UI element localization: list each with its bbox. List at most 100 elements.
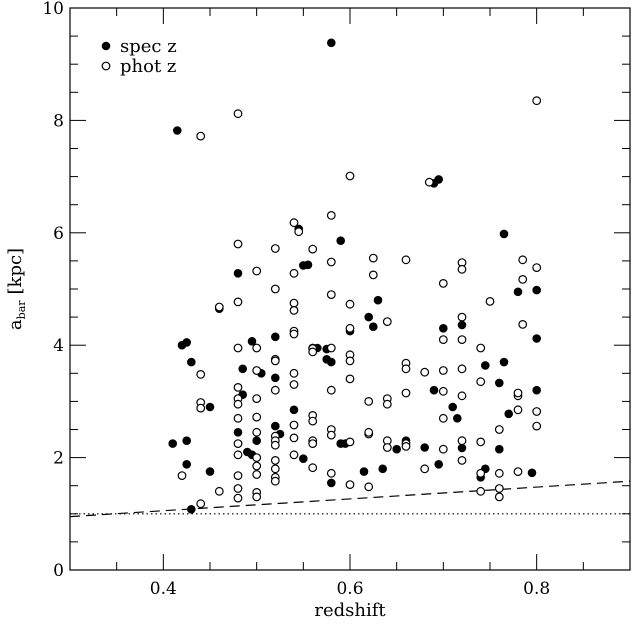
phot-z-point — [326, 343, 336, 353]
spec-z-point — [327, 38, 336, 48]
phot-z-point — [532, 421, 542, 431]
phot-z-point — [326, 210, 336, 220]
spec-z-point — [299, 261, 308, 270]
phot-z-point — [233, 439, 243, 449]
phot-z-point — [326, 385, 336, 395]
spec-z-point — [527, 468, 537, 478]
phot-z-point — [420, 464, 430, 474]
phot-z-point — [252, 366, 262, 375]
phot-z-point — [364, 482, 374, 492]
spec-z-point — [499, 229, 509, 239]
phot-z-point — [345, 437, 355, 447]
phot-z-point — [233, 383, 243, 392]
phot-z-point — [345, 299, 355, 309]
phot-z-point — [270, 385, 280, 395]
phot-z-point — [233, 399, 243, 409]
phot-z-point — [289, 298, 299, 308]
x-tick-label: 0.4 — [150, 579, 177, 599]
phot-z-point — [518, 320, 528, 329]
spec-z-point — [481, 361, 490, 370]
phot-z-point — [177, 471, 187, 481]
spec-z-point — [233, 428, 243, 437]
phot-z-point — [308, 347, 318, 357]
phot-z-point — [252, 412, 262, 422]
phot-z-point — [289, 433, 299, 443]
y-tick-label: 4 — [53, 336, 64, 356]
phot-z-point — [518, 255, 528, 265]
x-axis-label: redshift — [314, 600, 386, 621]
phot-z-point — [532, 407, 542, 416]
spec-z-point — [182, 436, 191, 446]
phot-z-point — [513, 405, 523, 415]
phot-z-point — [196, 403, 206, 413]
phot-z-point — [270, 356, 280, 366]
phot-z-point — [326, 468, 336, 478]
y-tick-label: 6 — [53, 224, 64, 244]
spec-z-point — [187, 357, 196, 367]
phot-z-point — [270, 440, 280, 450]
phot-z-point — [289, 420, 299, 430]
phot-z-point — [457, 335, 467, 345]
y-axis-label-sub: bar — [15, 300, 28, 320]
phot-z-point — [233, 239, 243, 249]
phot-z-point — [457, 436, 467, 446]
spec-z-point — [448, 402, 458, 412]
reference-lines — [69, 480, 631, 518]
phot-z-point — [518, 275, 528, 284]
phot-z-point — [476, 377, 486, 387]
phot-z-point — [252, 492, 262, 502]
spec-z-point — [499, 357, 509, 367]
phot-z-point — [457, 264, 467, 274]
phot-z-point — [438, 413, 448, 423]
spec-z-point — [271, 332, 280, 342]
spec-z-point — [532, 285, 542, 295]
spec-z-point — [495, 444, 504, 454]
axis-ticks — [69, 7, 631, 571]
spec-z-point — [495, 378, 504, 388]
phot-z-point — [252, 453, 262, 463]
phot-z-point — [345, 374, 355, 384]
phot-z-point — [476, 343, 486, 353]
spec-z-point — [457, 320, 467, 330]
phot-z-point — [233, 493, 243, 503]
phot-z-point — [476, 486, 486, 496]
phot-z-point — [233, 484, 243, 493]
phot-z-point — [214, 302, 224, 312]
phot-z-point — [252, 461, 262, 471]
spec-z-point — [182, 460, 191, 469]
spec-z-point — [434, 460, 444, 469]
phot-z-point — [289, 218, 299, 228]
phot-z-point — [513, 467, 523, 477]
phot-z-point — [289, 306, 299, 315]
phot-z-point — [494, 425, 504, 434]
y-axis-label-main: a — [5, 319, 26, 330]
y-tick-label: 8 — [53, 111, 64, 131]
phot-z-point — [457, 312, 467, 322]
phot-z-point — [196, 499, 206, 509]
phot-z-point — [289, 380, 299, 389]
phot-z-point — [345, 480, 355, 490]
spec-z-point — [364, 312, 374, 322]
spec-z-point — [205, 402, 215, 412]
spec-z-point — [289, 405, 299, 415]
phot-z-point — [532, 263, 542, 273]
phot-z-point — [196, 370, 206, 379]
phot-z-point — [364, 397, 374, 406]
spec-z-point — [513, 287, 523, 297]
phot-z-point — [308, 416, 318, 426]
spec-z-point — [392, 444, 402, 454]
y-axis-label-unit: [kpc] — [5, 248, 26, 295]
phot-z-point — [424, 177, 434, 187]
spec-z-point — [299, 454, 308, 464]
spec-z-point — [182, 338, 191, 347]
phot-z-point — [438, 335, 448, 345]
spec-z-point — [271, 421, 280, 431]
phot-z-point — [214, 486, 224, 496]
phot-z-point — [457, 391, 467, 401]
phot-z-point — [252, 343, 262, 353]
phot-z-point — [513, 388, 523, 398]
phot-z-point — [308, 244, 318, 254]
spec-z-point — [420, 443, 430, 452]
phot-z-point — [401, 388, 411, 398]
